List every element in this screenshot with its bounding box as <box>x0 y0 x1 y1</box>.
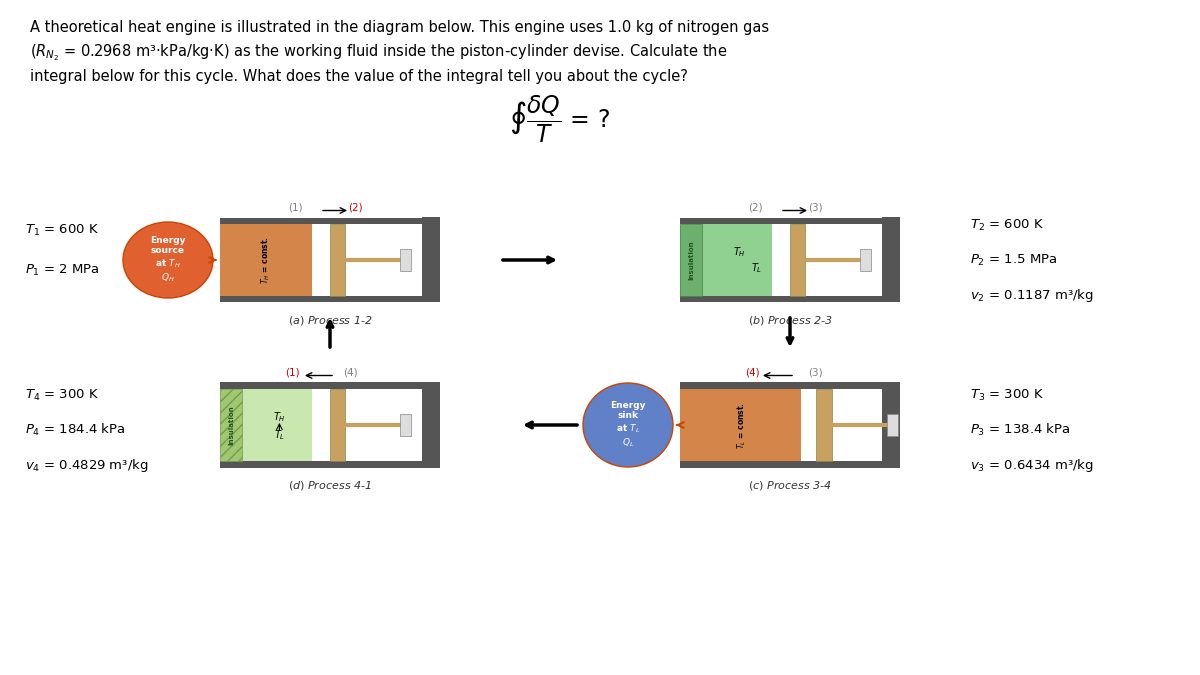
Text: $T_H$: $T_H$ <box>733 245 746 259</box>
Text: $v_4$ = 0.4829 m³/kg: $v_4$ = 0.4829 m³/kg <box>25 456 149 473</box>
Text: $T_L$: $T_L$ <box>274 428 286 442</box>
Text: $T_1$ = 600 K: $T_1$ = 600 K <box>25 223 100 238</box>
Text: (2): (2) <box>348 202 362 213</box>
Bar <box>220 389 242 461</box>
Bar <box>220 296 440 302</box>
Text: $T_L$: $T_L$ <box>751 261 763 275</box>
Bar <box>887 414 898 435</box>
Text: $T_2$ = 600 K: $T_2$ = 600 K <box>970 217 1044 233</box>
Bar <box>401 414 412 435</box>
Text: Insulation: Insulation <box>688 240 694 280</box>
Bar <box>680 389 802 461</box>
Text: $T_4$ = 300 K: $T_4$ = 300 K <box>25 387 100 402</box>
Text: (3): (3) <box>808 202 822 213</box>
Text: (3): (3) <box>808 367 822 377</box>
Bar <box>220 383 440 389</box>
Text: (2): (2) <box>748 202 762 213</box>
Ellipse shape <box>122 222 214 298</box>
Bar <box>680 461 900 468</box>
Bar <box>422 217 440 302</box>
Bar <box>816 389 832 461</box>
Bar <box>680 224 773 296</box>
Text: $(b)$ Process 2-3: $(b)$ Process 2-3 <box>748 315 833 327</box>
Text: $(a)$ Process 1-2: $(a)$ Process 1-2 <box>288 315 372 327</box>
Text: $T_3$ = 300 K: $T_3$ = 300 K <box>970 387 1044 402</box>
Bar <box>882 217 900 302</box>
Text: $T_H$: $T_H$ <box>272 410 286 424</box>
Text: $(d)$ Process 4-1: $(d)$ Process 4-1 <box>288 479 372 493</box>
Text: $P_2$ = 1.5 MPa: $P_2$ = 1.5 MPa <box>970 252 1057 267</box>
Text: $P_1$ = 2 MPa: $P_1$ = 2 MPa <box>25 263 100 277</box>
Text: (4): (4) <box>343 367 358 377</box>
Bar <box>422 383 440 468</box>
Bar <box>330 389 346 461</box>
Text: $T_H$ = const.: $T_H$ = const. <box>260 236 272 284</box>
Bar <box>330 224 346 296</box>
Bar <box>680 383 900 389</box>
Text: (1): (1) <box>284 367 299 377</box>
Text: $\oint \dfrac{\delta Q}{T}$ = ?: $\oint \dfrac{\delta Q}{T}$ = ? <box>510 95 611 145</box>
Bar <box>790 224 805 296</box>
Text: $v_3$ = 0.6434 m³/kg: $v_3$ = 0.6434 m³/kg <box>970 456 1093 473</box>
Text: (1): (1) <box>288 202 302 213</box>
Bar <box>220 217 440 224</box>
Text: $P_4$ = 184.4 kPa: $P_4$ = 184.4 kPa <box>25 422 126 438</box>
Bar <box>220 461 440 468</box>
Bar <box>680 217 900 224</box>
Bar <box>882 383 900 468</box>
Ellipse shape <box>583 383 673 467</box>
Bar <box>860 249 871 271</box>
Text: $v_2$ = 0.1187 m³/kg: $v_2$ = 0.1187 m³/kg <box>970 286 1093 304</box>
Bar <box>220 224 312 296</box>
Text: Energy
source
at $T_H$
$Q_H$: Energy source at $T_H$ $Q_H$ <box>150 236 186 284</box>
Text: $(c)$ Process 3-4: $(c)$ Process 3-4 <box>748 479 832 493</box>
Text: Energy
sink
at $T_L$
$Q_L$: Energy sink at $T_L$ $Q_L$ <box>611 401 646 449</box>
Bar <box>680 296 900 302</box>
Bar <box>220 389 312 461</box>
Bar <box>401 249 412 271</box>
Text: $P_3$ = 138.4 kPa: $P_3$ = 138.4 kPa <box>970 422 1070 438</box>
Text: Insulation: Insulation <box>228 405 234 445</box>
Text: (4): (4) <box>745 367 760 377</box>
Text: A theoretical heat engine is illustrated in the diagram below. This engine uses : A theoretical heat engine is illustrated… <box>30 20 769 84</box>
Bar <box>680 224 702 296</box>
Text: $T_L$ = const.: $T_L$ = const. <box>736 402 748 449</box>
